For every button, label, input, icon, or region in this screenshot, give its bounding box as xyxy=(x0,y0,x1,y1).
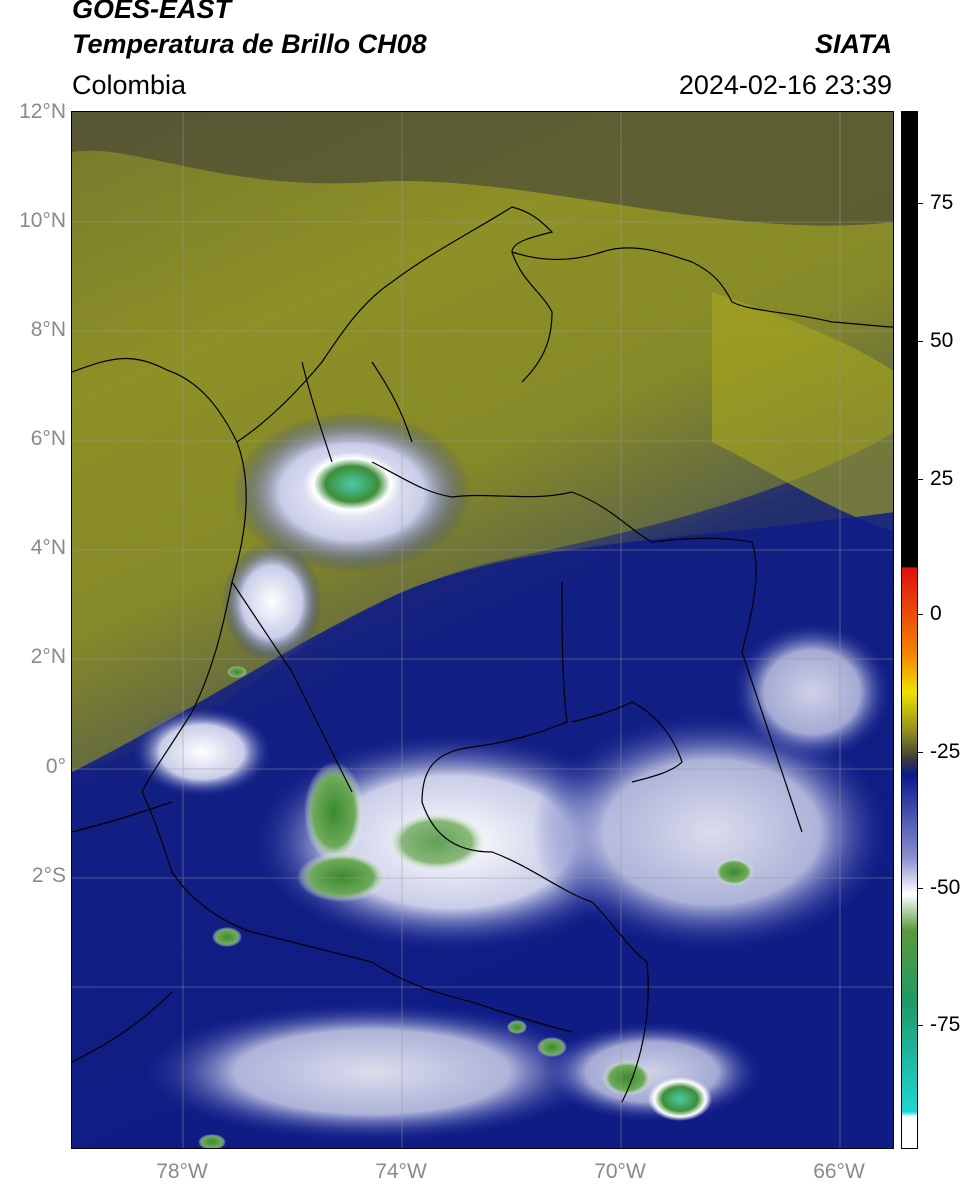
lat-label-6n: 6°N xyxy=(30,427,66,450)
colorbar-label-25: 25 xyxy=(930,467,954,490)
datetime-label: 2024-02-16 23:39 xyxy=(678,70,892,100)
lon-label-66w: 66°W xyxy=(813,1160,865,1183)
region-label: Colombia xyxy=(72,70,187,100)
colorbar-label-75: 75 xyxy=(930,191,954,214)
lon-label-78w: 78°W xyxy=(156,1160,208,1183)
colorbar-tick xyxy=(918,203,923,204)
colorbar-tick xyxy=(918,614,923,615)
lat-label-12n: 12°N xyxy=(19,100,66,123)
source-label: SIATA xyxy=(815,29,892,59)
colorbar-label-neg50: -50 xyxy=(930,876,961,899)
lat-label-10n: 10°N xyxy=(19,209,66,232)
colorbar-tick xyxy=(918,341,923,342)
lon-label-70w: 70°W xyxy=(594,1160,646,1183)
colorbar-tick xyxy=(918,479,923,480)
satellite-title: GOES-EAST xyxy=(72,0,232,24)
satellite-map[interactable] xyxy=(71,111,894,1149)
map-graphic xyxy=(72,112,893,1148)
lat-label-0: 0° xyxy=(45,755,66,778)
lat-label-8n: 8°N xyxy=(30,318,66,341)
colorbar-tick xyxy=(918,752,923,753)
colorbar-label-0: 0 xyxy=(930,602,942,625)
colorbar-label-neg75: -75 xyxy=(930,1013,961,1036)
colorbar xyxy=(901,111,918,1149)
colorbar-graphic xyxy=(902,112,917,1148)
colorbar-label-neg25: -25 xyxy=(930,740,961,763)
colorbar-tick xyxy=(918,888,923,889)
lat-label-2n: 2°N xyxy=(30,645,66,668)
colorbar-label-50: 50 xyxy=(930,329,954,352)
colorbar-tick xyxy=(918,1025,923,1026)
lat-label-4n: 4°N xyxy=(30,536,66,559)
lon-label-74w: 74°W xyxy=(375,1160,427,1183)
lat-label-2s: 2°S xyxy=(31,864,66,887)
product-title: Temperatura de Brillo CH08 xyxy=(72,29,427,59)
